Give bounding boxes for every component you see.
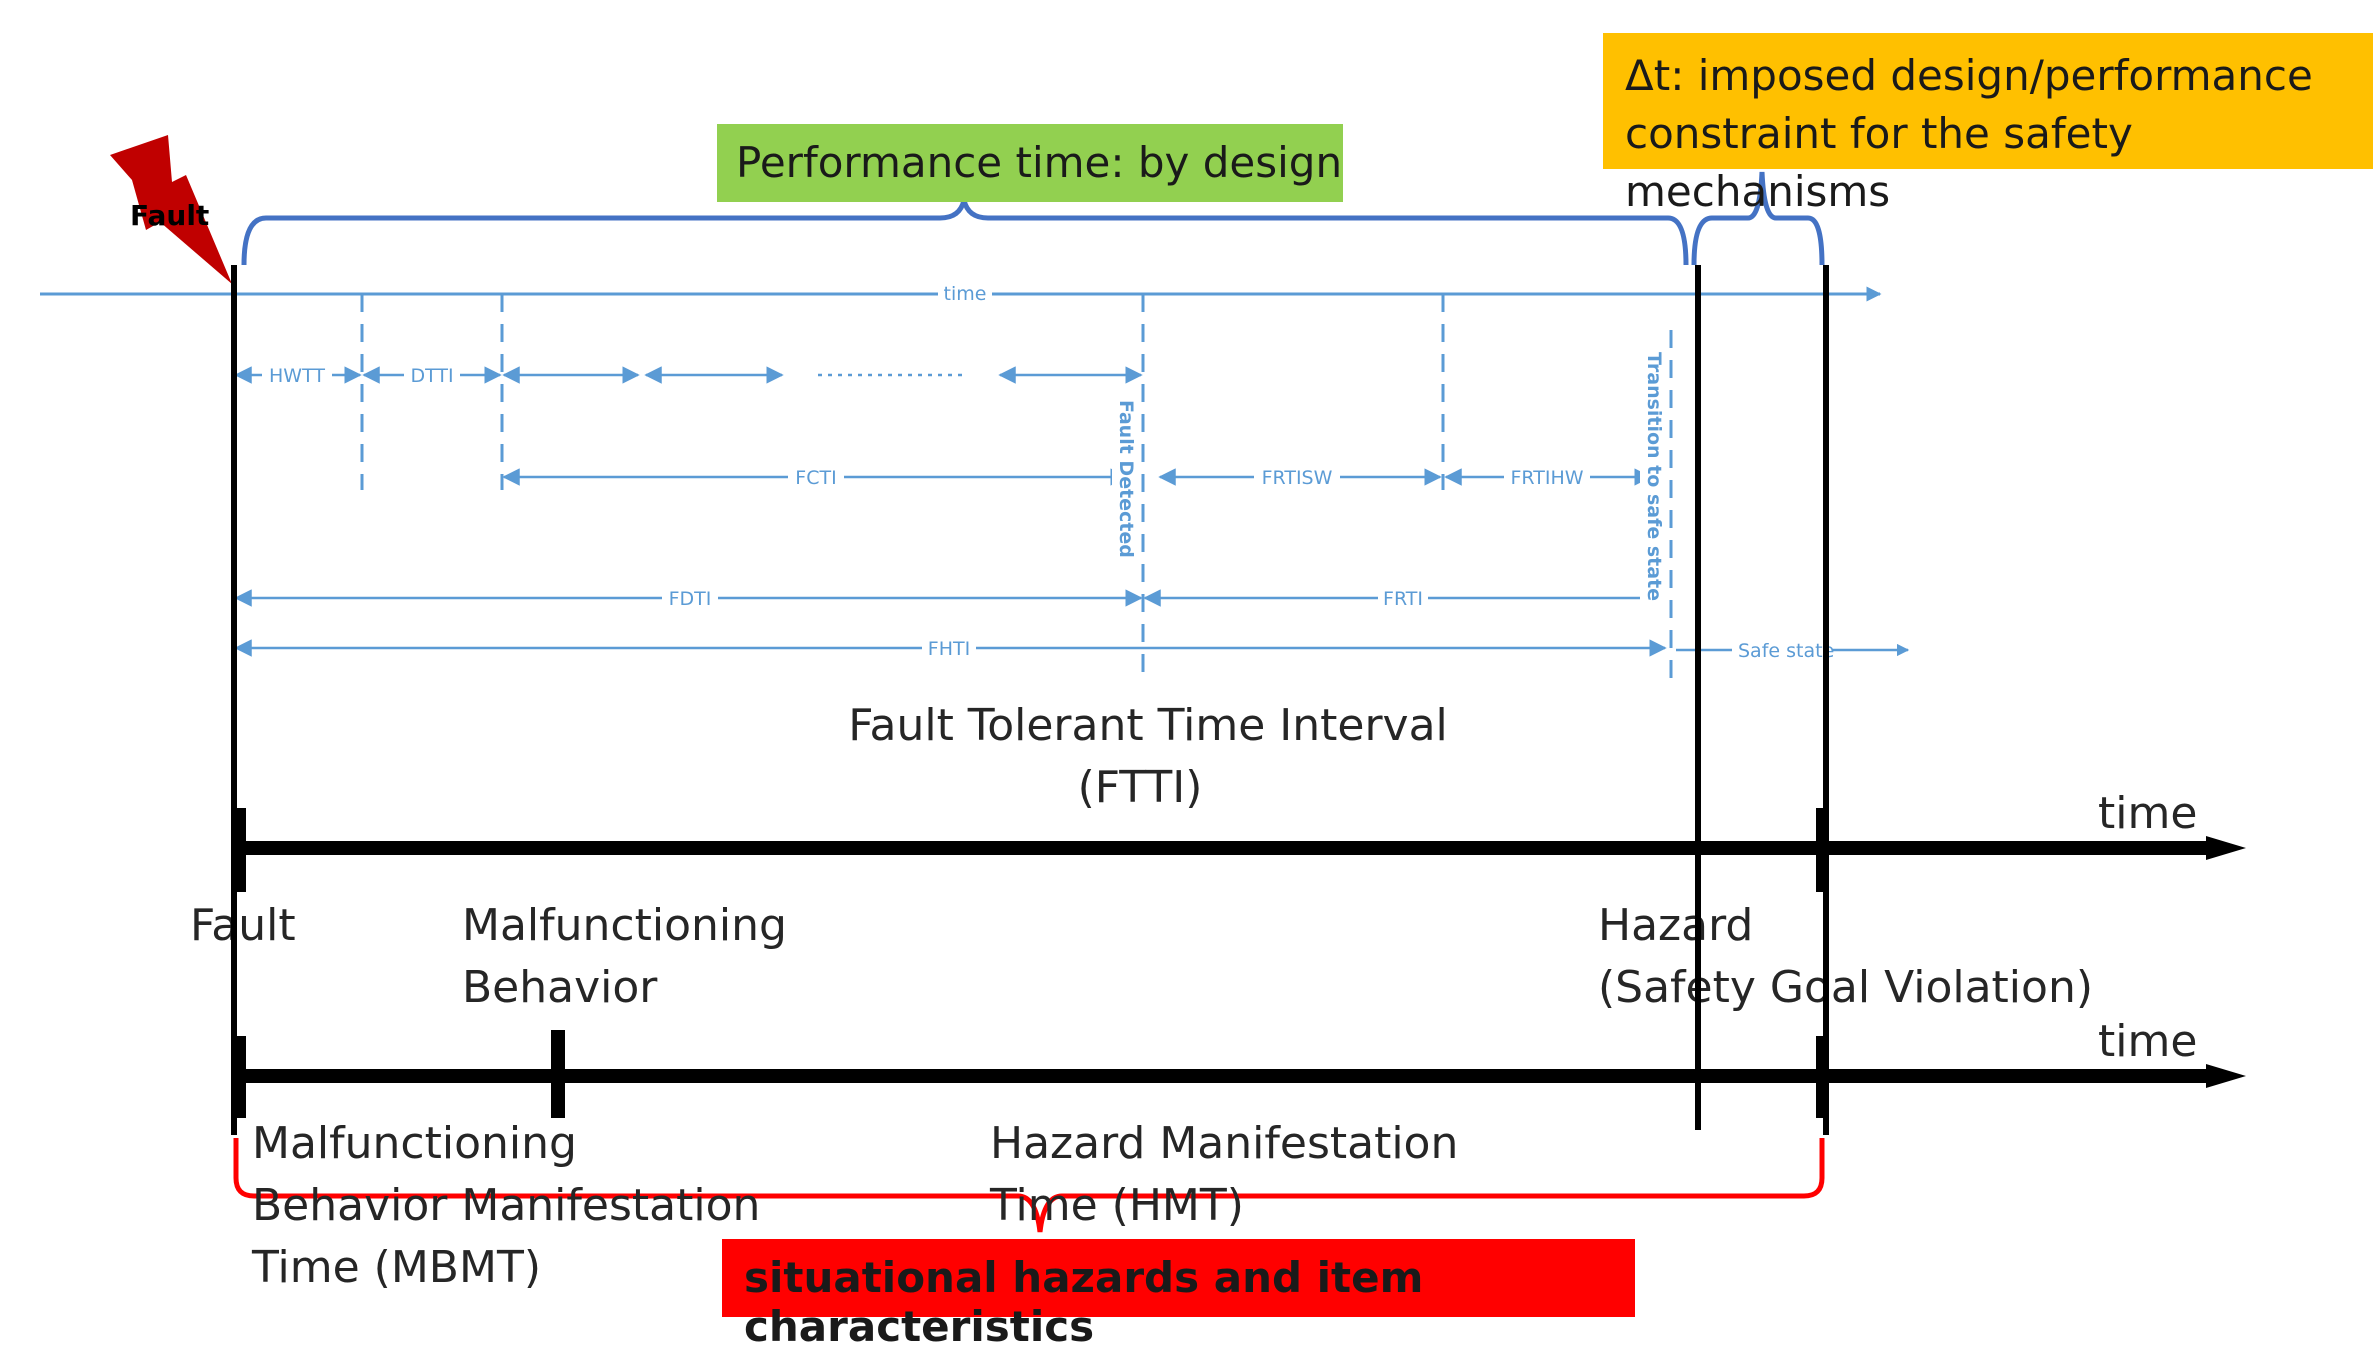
hwtt-label: HWTT <box>269 365 325 387</box>
dtti-label: DTTI <box>410 365 453 387</box>
hazard-label: Hazard <box>1598 900 1753 951</box>
ftti-title: Fault Tolerant Time Interval <box>848 700 1448 751</box>
top-time-label: time <box>944 283 987 305</box>
fcti-label: FCTI <box>795 467 836 489</box>
performance-time-label: Performance time: by design <box>736 138 1343 187</box>
bottom-time-label: time <box>2098 1016 2197 1067</box>
ftti-abbrev: (FTTI) <box>1078 762 1203 813</box>
frtisw-label: FRTISW <box>1262 467 1333 489</box>
mbmt-line2: Behavior Manifestation <box>252 1180 760 1231</box>
situational-bracket <box>233 1138 1825 1233</box>
dashed-markers <box>360 294 1673 680</box>
delta-t-line1: Δt: imposed design/performance <box>1625 51 2313 100</box>
situational-hazards-box: situational hazards and item characteris… <box>722 1239 1635 1351</box>
delta-t-bracket <box>1691 171 1825 266</box>
frtihw-label: FRTIHW <box>1510 467 1583 489</box>
fault-detected-label: Fault Detected <box>1115 400 1137 558</box>
delta-t-box: Δt: imposed design/performance constrain… <box>1603 33 2373 216</box>
malfunctioning-label: Malfunctioning <box>462 900 787 951</box>
safe-state-label: Safe state <box>1738 640 1834 662</box>
behavior-label: Behavior <box>462 962 658 1013</box>
frti-label: FRTI <box>1383 588 1423 610</box>
mbmt-line1: Malfunctioning <box>252 1118 577 1169</box>
fdti-label: FDTI <box>669 588 712 610</box>
safety-goal-violation-label: (Safety Goal Violation) <box>1598 962 2093 1013</box>
mid-time-label: time <box>2098 788 2197 839</box>
delta-t-line2: constraint for the safety mechanisms <box>1625 109 2133 216</box>
performance-bracket <box>241 199 1689 266</box>
lightning-icon <box>110 135 232 284</box>
transition-label: Transition to safe state <box>1643 352 1665 601</box>
fhti-label: FHTI <box>928 638 970 660</box>
hmt-line1: Hazard Manifestation <box>990 1118 1458 1169</box>
fault-icon-label: Fault <box>130 199 209 232</box>
situational-hazards-label: situational hazards and item characteris… <box>744 1253 1424 1351</box>
performance-time-box: Performance time: by design <box>717 124 1343 202</box>
fault-label: Fault <box>190 900 296 951</box>
mbmt-line3: Time (MBMT) <box>251 1242 541 1293</box>
hmt-line2: Time (HMT) <box>989 1180 1244 1231</box>
